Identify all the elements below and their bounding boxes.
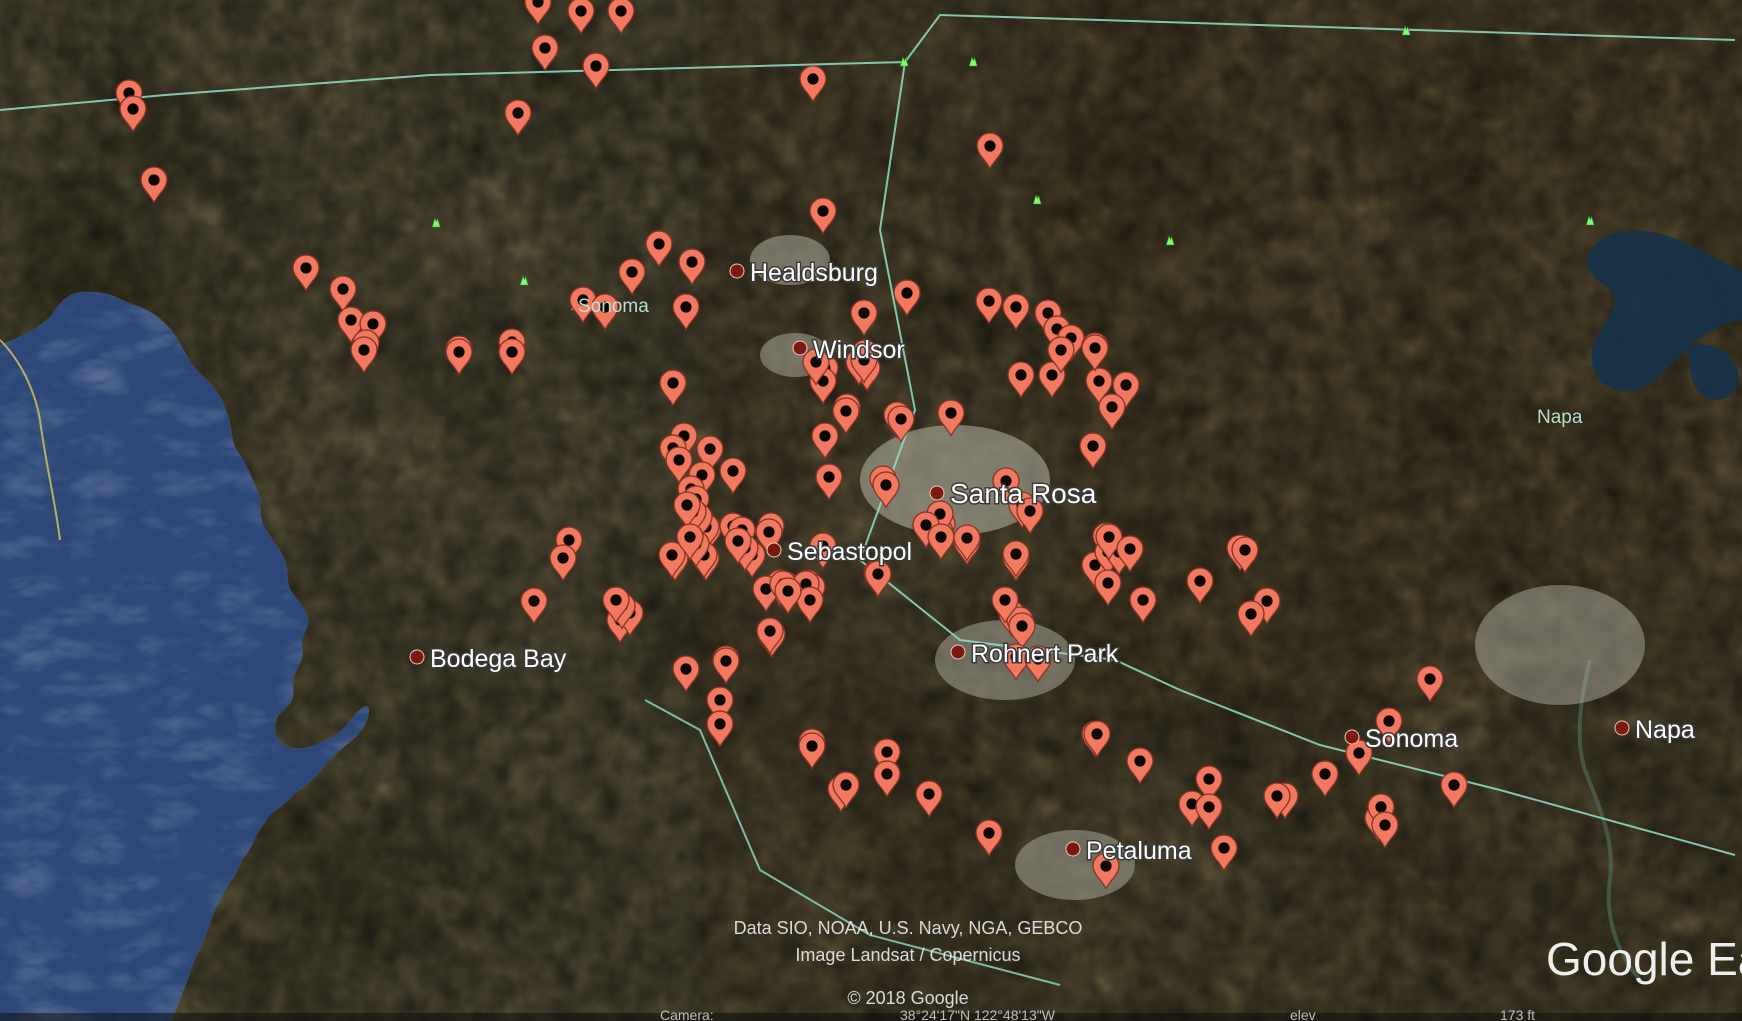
svg-text:Petaluma: Petaluma: [1086, 837, 1192, 865]
svg-text:Sonoma: Sonoma: [1365, 725, 1458, 753]
svg-text:Napa: Napa: [1635, 716, 1695, 744]
svg-text:Data SIO, NOAA, U.S. Navy, NGA: Data SIO, NOAA, U.S. Navy, NGA, GEBCO: [734, 918, 1083, 938]
svg-text:Sebastopol: Sebastopol: [787, 538, 912, 566]
svg-text:Google Earth: Google Earth: [1546, 933, 1742, 985]
svg-text:Napa: Napa: [1537, 407, 1583, 428]
svg-text:© 2018 Google: © 2018 Google: [847, 988, 968, 1008]
svg-text:Image Landsat / Copernicus: Image Landsat / Copernicus: [795, 945, 1020, 965]
svg-text:Rohnert Park: Rohnert Park: [971, 640, 1119, 668]
svg-text:Camera:: Camera:: [660, 1007, 714, 1021]
svg-text:elev: elev: [1290, 1007, 1316, 1021]
svg-text:38°24'17"N 122°48'13"W: 38°24'17"N 122°48'13"W: [900, 1007, 1056, 1021]
svg-text:Santa Rosa: Santa Rosa: [950, 478, 1097, 509]
svg-text:Healdsburg: Healdsburg: [750, 259, 878, 287]
svg-text:Windsor: Windsor: [813, 336, 905, 364]
svg-text:Sonoma: Sonoma: [578, 296, 649, 317]
svg-text:173 ft: 173 ft: [1500, 1007, 1535, 1021]
svg-text:Bodega Bay: Bodega Bay: [430, 645, 567, 673]
